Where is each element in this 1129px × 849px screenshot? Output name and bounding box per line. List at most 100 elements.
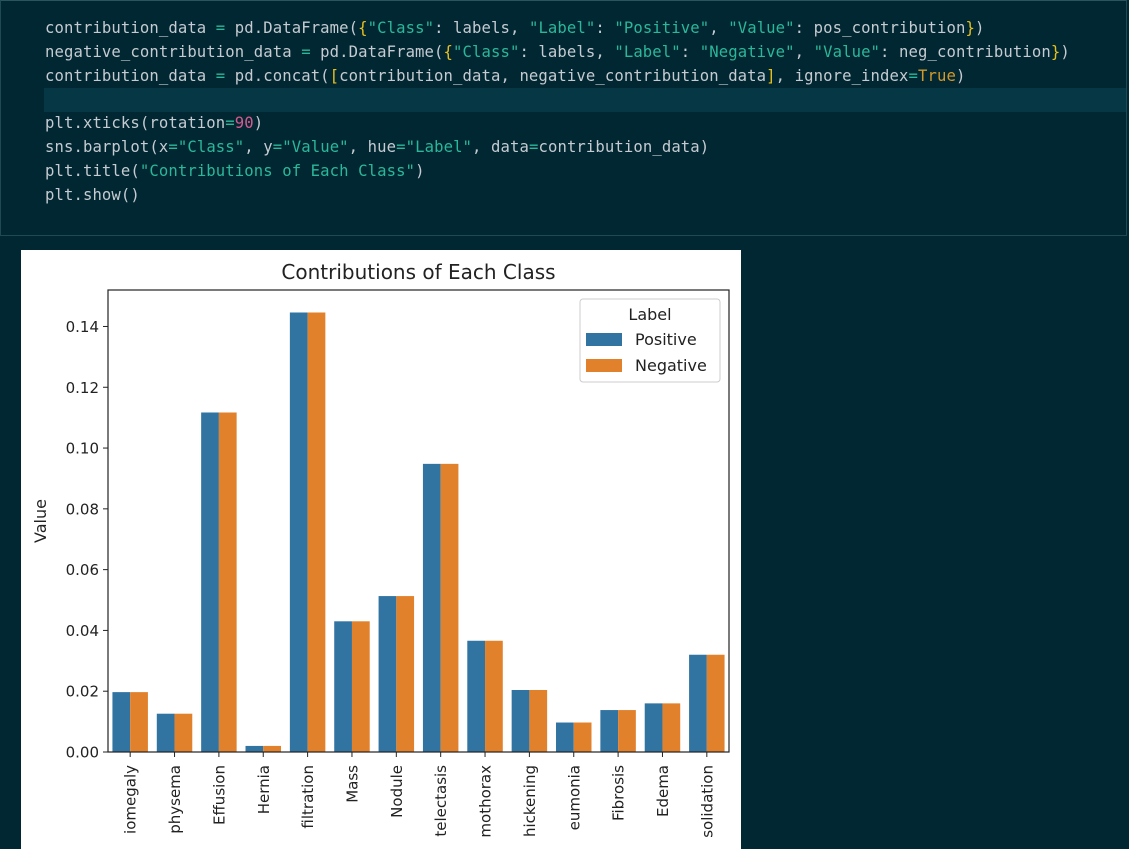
bar-chart: Contributions of Each Class Value 0.00 0.02… bbox=[31, 260, 730, 838]
code-token: "Value" bbox=[282, 138, 349, 156]
code-token: "Class" bbox=[177, 138, 245, 156]
code-line[interactable]: plt.title("Contributions of Each Class") bbox=[45, 159, 425, 183]
code-token: pd.DataFrame( bbox=[225, 19, 359, 37]
x-tick-label: filtration bbox=[299, 765, 317, 829]
code-token: pd.concat( bbox=[225, 67, 330, 85]
code-line[interactable]: plt.show() bbox=[45, 183, 140, 207]
cell-output: Contributions of Each Class Value 0.00 0.02… bbox=[21, 250, 741, 849]
x-tick-label: solidation bbox=[698, 765, 716, 838]
bar-positive bbox=[689, 654, 707, 752]
bar-positive bbox=[289, 312, 308, 752]
code-token: : pos_contribution bbox=[794, 19, 966, 37]
code-token: 90 bbox=[234, 114, 254, 132]
code-token: "Class" bbox=[453, 43, 520, 61]
code-token: } bbox=[1050, 43, 1061, 61]
legend-swatch-positive bbox=[586, 333, 622, 346]
code-line[interactable]: contribution_data = pd.concat([contribut… bbox=[45, 64, 965, 88]
bar-negative bbox=[618, 710, 636, 752]
code-token: sns.barplot(x bbox=[45, 138, 169, 156]
bar-positive bbox=[467, 640, 486, 752]
code-line[interactable]: negative_contribution_data = pd.DataFram… bbox=[45, 40, 1070, 64]
code-token: : neg_contribution bbox=[880, 43, 1051, 61]
code-token: True bbox=[918, 67, 956, 85]
bar-positive bbox=[201, 412, 219, 752]
bar-positive bbox=[422, 463, 441, 752]
x-tick-label: Edema bbox=[654, 765, 672, 817]
code-token: contribution_data) bbox=[538, 138, 710, 156]
code-token: plt.xticks(rotation bbox=[45, 114, 226, 132]
bar-negative bbox=[130, 692, 148, 752]
bar-positive bbox=[600, 710, 619, 752]
legend: Label Positive Negative bbox=[579, 298, 721, 383]
x-tick-label: eumonia bbox=[565, 765, 583, 830]
y-tick-label: 0.02 bbox=[66, 683, 99, 701]
code-token: } bbox=[965, 19, 975, 37]
code-token: = bbox=[272, 138, 283, 156]
plot-frame bbox=[107, 289, 730, 753]
y-tick-label: 0.10 bbox=[66, 440, 99, 458]
bar-negative bbox=[263, 745, 281, 752]
code-token: "Value" bbox=[813, 43, 881, 61]
y-tick-label: 0.00 bbox=[66, 744, 99, 762]
code-token: , bbox=[709, 19, 729, 37]
y-tick-label: 0.08 bbox=[66, 500, 99, 518]
x-tick-label: mothorax bbox=[477, 765, 495, 838]
bar-positive bbox=[156, 713, 175, 752]
code-token: , data bbox=[472, 138, 529, 156]
code-line[interactable]: plt.xticks(rotation=90) bbox=[45, 111, 263, 135]
x-tick-label: Nodule bbox=[388, 765, 406, 818]
code-token: , bbox=[794, 43, 814, 61]
x-tick-label: hickening bbox=[521, 765, 539, 837]
code-line[interactable]: sns.barplot(x="Class", y="Value", hue="L… bbox=[45, 135, 709, 159]
bar-negative bbox=[440, 463, 459, 752]
code-token: contribution_data bbox=[45, 67, 216, 85]
bar-positive bbox=[644, 703, 663, 752]
bar-positive bbox=[511, 689, 530, 752]
code-token: plt.title( bbox=[45, 162, 140, 180]
bar-positive bbox=[245, 745, 264, 752]
code-token: "Positive" bbox=[614, 19, 710, 37]
code-token: = bbox=[528, 138, 539, 156]
code-token: "Negative" bbox=[699, 43, 795, 61]
code-token: contribution_data bbox=[45, 19, 216, 37]
code-token: = bbox=[908, 67, 918, 85]
x-tick-label: Hernia bbox=[255, 765, 273, 814]
code-token: ) bbox=[955, 67, 966, 85]
code-token: "Class" bbox=[367, 19, 435, 37]
bar-positive bbox=[556, 722, 574, 752]
code-token: ) bbox=[974, 19, 985, 37]
code-token: "Label" bbox=[528, 19, 596, 37]
bar-positive bbox=[334, 621, 352, 752]
code-token: plt.show() bbox=[45, 186, 140, 204]
code-token: "Label" bbox=[405, 138, 473, 156]
y-tick-label: 0.14 bbox=[66, 318, 99, 336]
code-token: = bbox=[396, 138, 406, 156]
code-token: contribution_data, negative_contribution… bbox=[339, 67, 767, 85]
bar-negative bbox=[706, 654, 725, 752]
code-token: "Value" bbox=[728, 19, 795, 37]
bar-negative bbox=[218, 412, 237, 752]
code-token: { bbox=[358, 19, 368, 37]
y-tick-label: 0.12 bbox=[66, 379, 99, 397]
bar-negative bbox=[174, 713, 193, 752]
bar-negative bbox=[529, 689, 548, 752]
code-token: = bbox=[215, 19, 226, 37]
code-token: , y bbox=[244, 138, 273, 156]
code-token: pd.DataFrame( bbox=[310, 43, 444, 61]
code-token: : labels, bbox=[434, 19, 529, 37]
code-token: ) bbox=[253, 114, 264, 132]
chart-title: Contributions of Each Class bbox=[281, 260, 555, 284]
code-token: { bbox=[443, 43, 454, 61]
x-tick-label: Fibrosis bbox=[610, 765, 628, 821]
code-line[interactable]: contribution_data = pd.DataFrame({"Class… bbox=[45, 16, 984, 40]
legend-label-positive: Positive bbox=[635, 330, 697, 349]
code-cell[interactable]: contribution_data = pd.DataFrame({"Class… bbox=[0, 0, 1127, 236]
legend-swatch-negative bbox=[586, 359, 622, 372]
code-line-current[interactable] bbox=[44, 88, 1126, 112]
bar-negative bbox=[485, 640, 503, 752]
code-token: = bbox=[168, 138, 178, 156]
code-token: = bbox=[215, 67, 226, 85]
code-token: : bbox=[680, 43, 700, 61]
code-token: : bbox=[595, 19, 615, 37]
code-token: [ bbox=[329, 67, 340, 85]
